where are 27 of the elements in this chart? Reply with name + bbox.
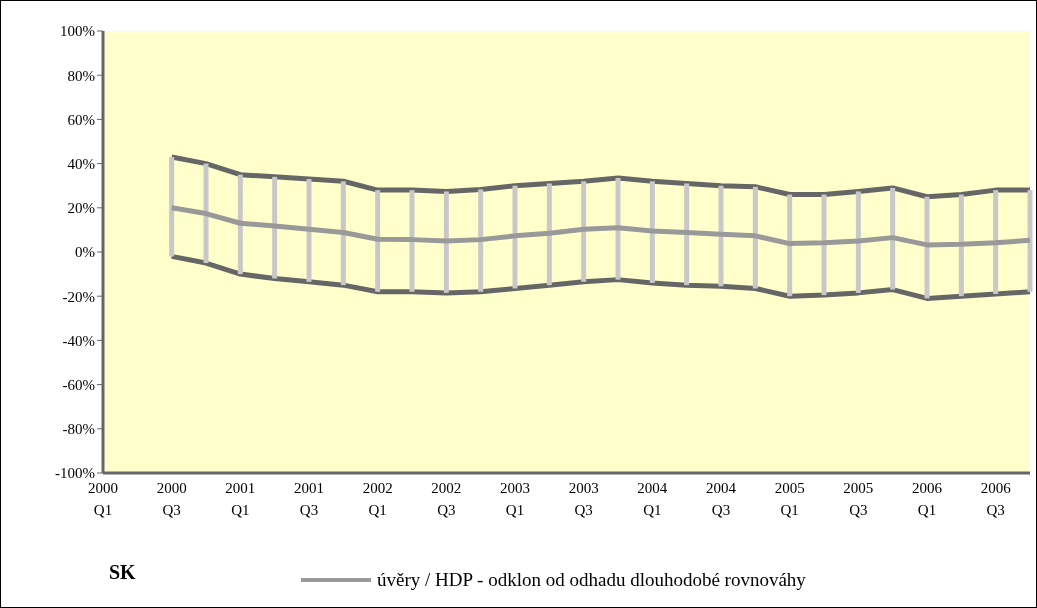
y-tick-label: -100%	[55, 465, 95, 482]
x-tick-label: 2006 Q3	[980, 480, 1012, 518]
x-tick-label: 2002 Q3	[431, 480, 462, 518]
x-tick-label: 2005 Q1	[774, 480, 805, 518]
y-tick-label: 0%	[75, 244, 95, 261]
x-tick-label: 2004 Q3	[706, 480, 737, 518]
x-tick-label: 2000 Q3	[156, 480, 187, 518]
x-tick-label: 2003 Q1	[500, 480, 530, 518]
x-tick-label: 2000 Q1	[88, 480, 118, 518]
y-tick-label: 80%	[67, 67, 95, 84]
x-tick-label: 2006 Q1	[912, 480, 943, 518]
x-tick-label: 2002 Q1	[362, 480, 393, 518]
x-tick-label: 2001 Q3	[294, 480, 324, 518]
y-tick-label: -60%	[62, 376, 95, 393]
y-tick-label: 40%	[67, 155, 95, 172]
x-tick-label: 2005 Q3	[843, 480, 874, 518]
y-tick-label: 100%	[60, 23, 95, 40]
y-tick-label: -80%	[62, 421, 95, 438]
y-tick-label: -40%	[62, 332, 95, 349]
x-tick-label: 2001 Q1	[225, 480, 256, 518]
y-tick-label: 20%	[67, 200, 95, 217]
x-tick-label: 2003 Q3	[568, 480, 599, 518]
y-tick-label: -20%	[62, 288, 95, 305]
x-tick-label: 2004 Q1	[637, 480, 668, 518]
legend-label: úvěry / HDP - odklon od odhadu dlouhodobé rovnováhy	[377, 569, 806, 591]
text: SK	[109, 561, 136, 583]
y-tick-label: 60%	[67, 111, 95, 128]
